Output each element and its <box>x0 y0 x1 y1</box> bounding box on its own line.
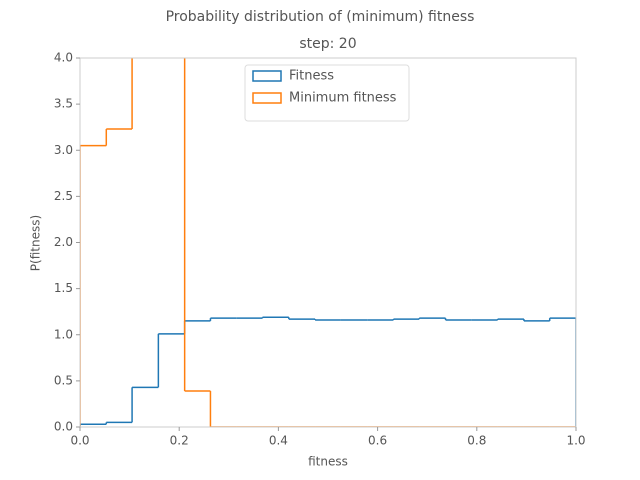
x-tick-label: 1.0 <box>566 434 585 448</box>
y-tick-label: 2.0 <box>54 235 73 249</box>
x-tick-label: 0.8 <box>467 434 486 448</box>
legend-box <box>244 64 410 122</box>
chart-title: Probability distribution of (minimum) fi… <box>166 9 475 25</box>
y-tick-label: 0.0 <box>54 420 73 434</box>
y-tick-label: 1.5 <box>54 281 73 295</box>
x-tick-label: 0.0 <box>70 434 89 448</box>
legend-label: Minimum fitness <box>289 91 397 106</box>
y-tick-label: 0.5 <box>54 373 73 387</box>
x-tick-label: 0.4 <box>269 434 288 448</box>
plot-area <box>80 58 576 427</box>
x-tick-label: 0.2 <box>170 434 189 448</box>
y-axis-label: P(fitness) <box>29 215 43 271</box>
x-tick-label: 0.6 <box>368 434 387 448</box>
x-axis-label: fitness <box>308 455 348 469</box>
y-tick-label: 2.5 <box>54 189 73 203</box>
y-tick-label: 4.0 <box>54 51 73 65</box>
y-tick-label: 3.0 <box>54 143 73 157</box>
legend-swatch <box>252 92 282 104</box>
y-tick-label: 3.5 <box>54 97 73 111</box>
chart-subtitle: step: 20 <box>299 36 356 52</box>
legend-swatch <box>252 70 282 82</box>
y-tick-label: 1.0 <box>54 327 73 341</box>
legend-label: Fitness <box>289 69 334 84</box>
